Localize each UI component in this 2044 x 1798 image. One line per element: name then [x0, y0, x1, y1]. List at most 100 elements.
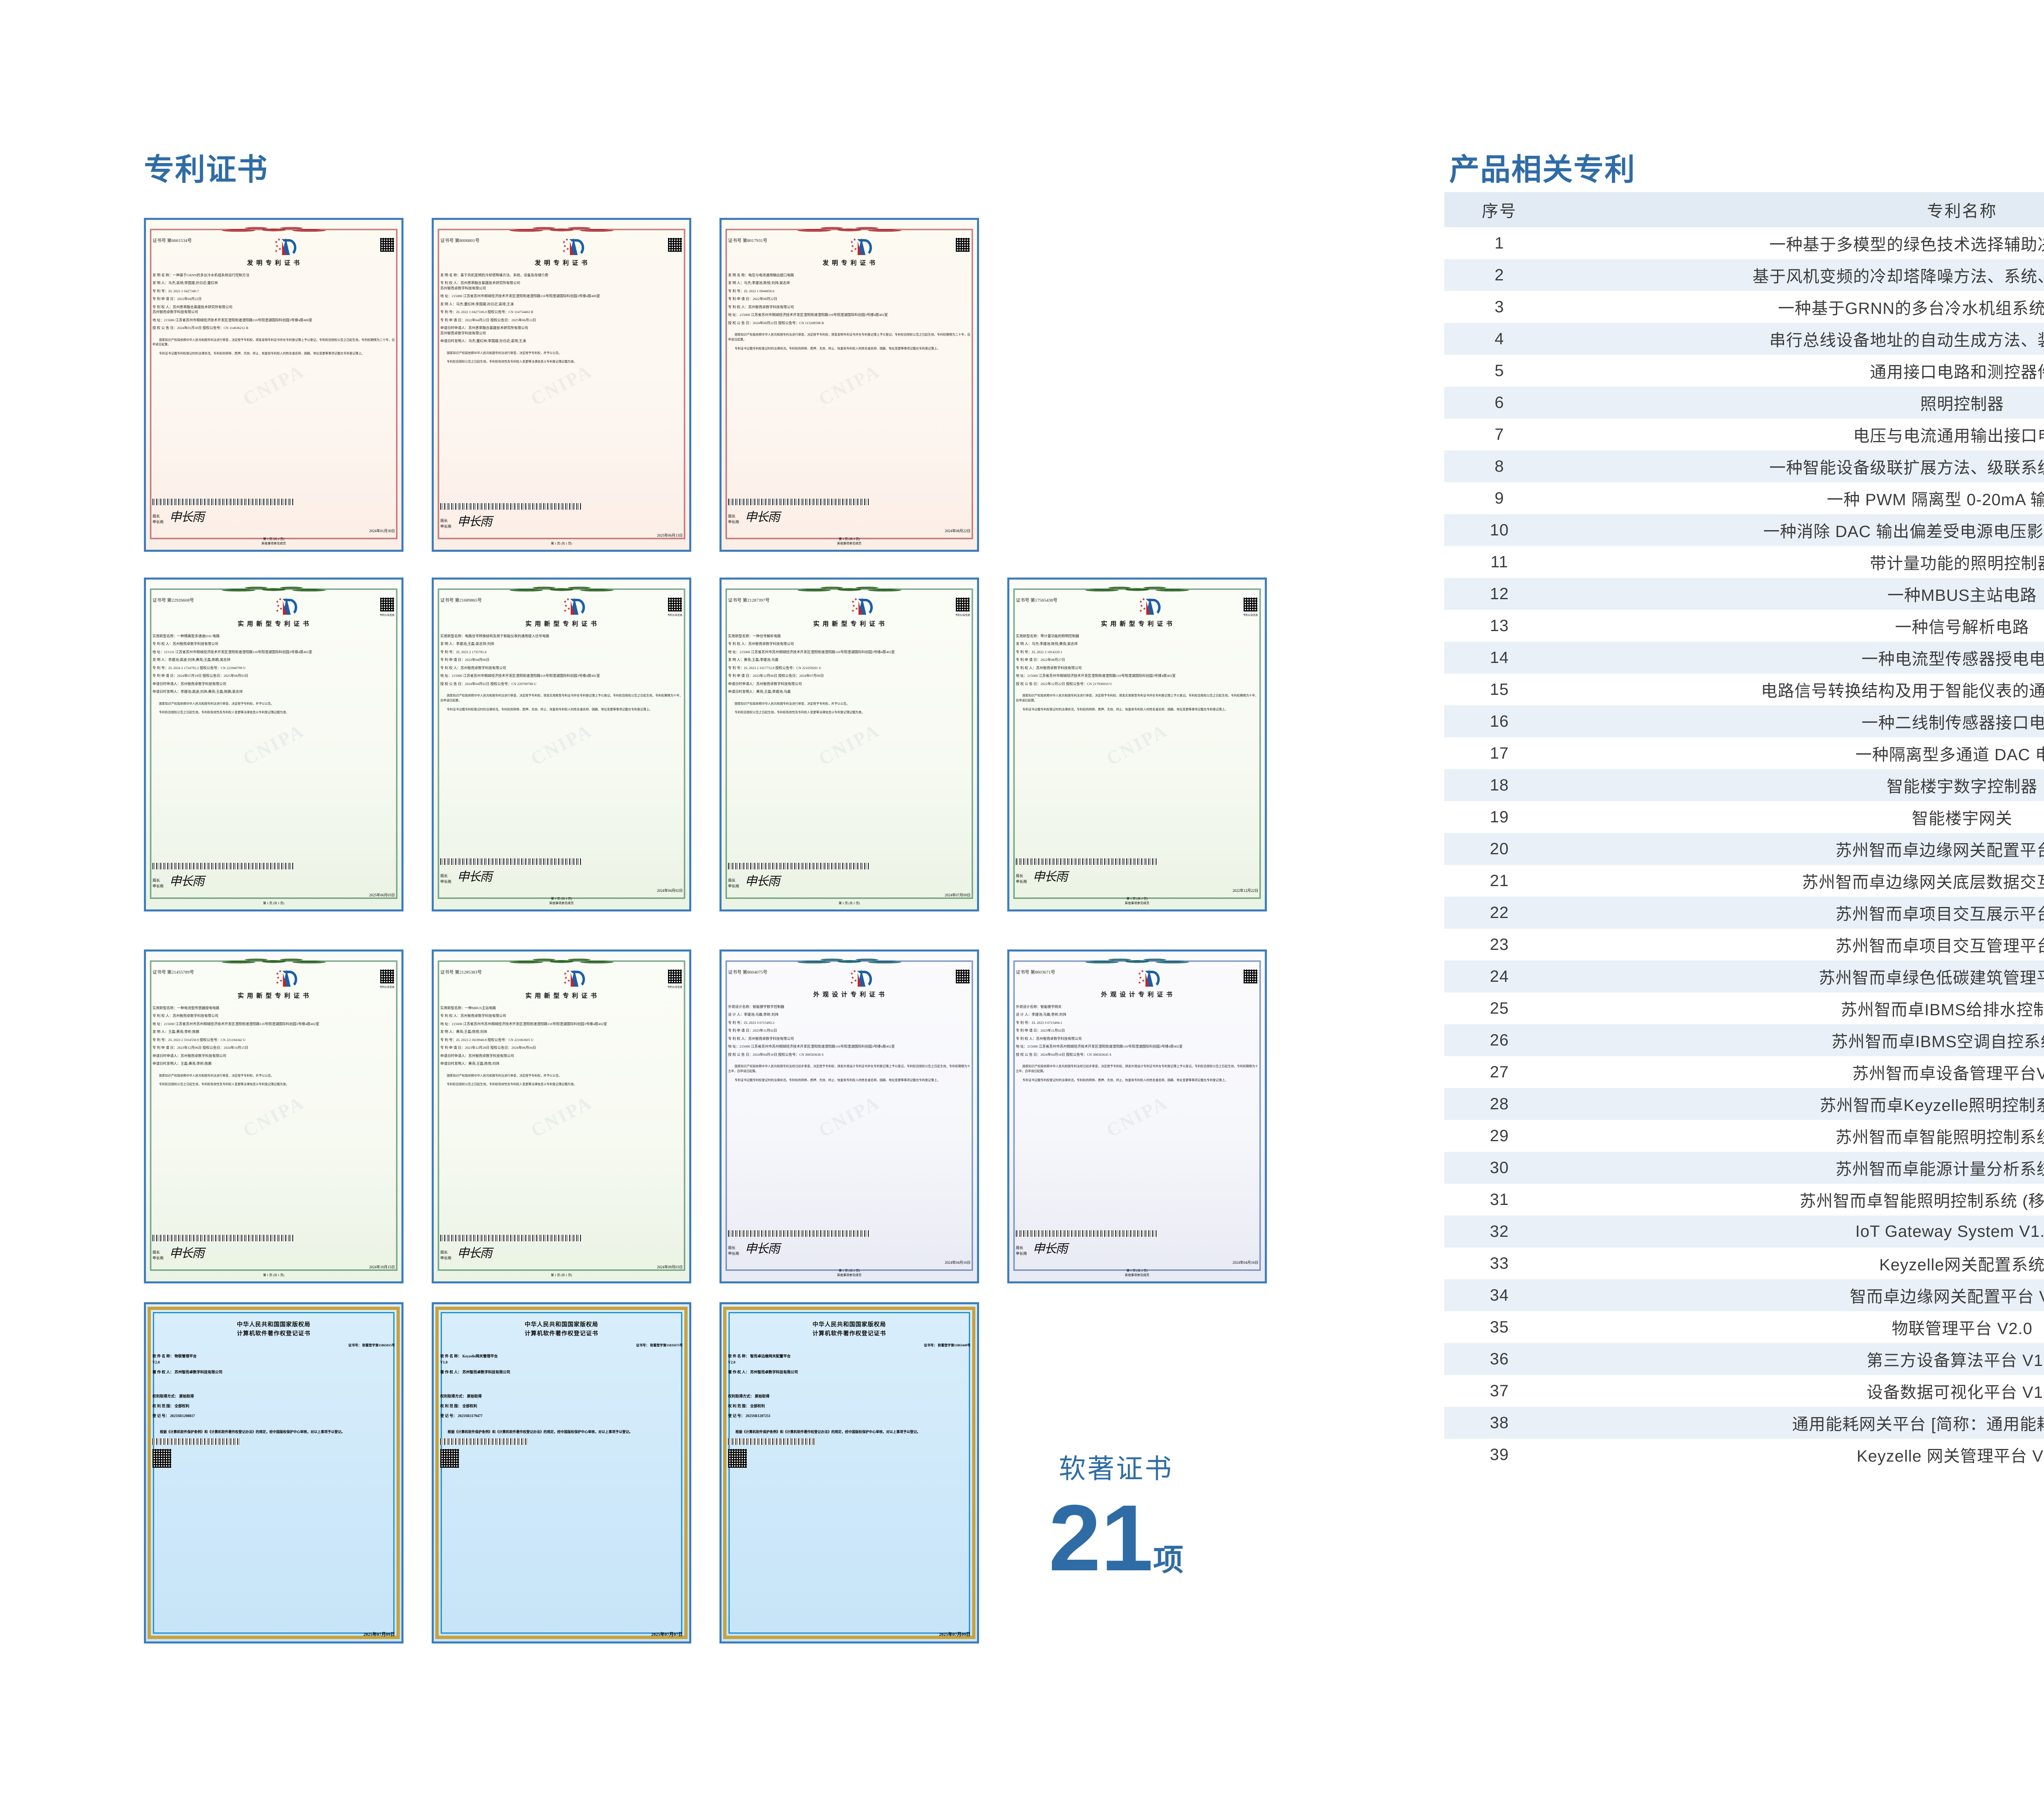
col-header-index: 序号: [1444, 192, 1555, 227]
signature-image: 申长雨: [457, 1247, 492, 1260]
certificate-page-label: 第 1 页 (共 1 页): [838, 901, 860, 905]
certificate-paragraph: 专利证书记载专利权登记时的法律状况。专利权的转移、质押、无效、终止、恢复和专利权…: [1022, 707, 1228, 711]
cell-patent-name: 基于风机变频的冷却塔降噪方法、系统、设备及存储介质: [1753, 268, 2044, 286]
table-head: 序号 专利名称 专利类型: [1444, 192, 2044, 227]
certificate-field: 实用新型名称：一种MBUS主站电路: [440, 1006, 496, 1010]
certificate-date: 2024年08月22日: [944, 529, 970, 533]
certificate-thumbnail[interactable]: CNIPA 证书号 第8604075号 ★ ★ ★ ★ ★ 外 观 设 计 专 利 证…: [719, 949, 979, 1283]
qr-caption: 专利公告信息: [1243, 614, 1258, 617]
certificate-paragraph: 专利权自授权公告之日起生效。专利权有效性及专利权人变更等法律信息以专利登记簿记载…: [447, 360, 577, 364]
cell-patent-name: 苏州智而卓项目交互展示平台V1.0: [1836, 905, 2044, 923]
certificate-page-label: 第 1 页 (共 1 页): [263, 1273, 285, 1277]
signature-image: 申长雨: [169, 875, 204, 888]
certificate-title: 发 明 专 利 证 书: [535, 260, 588, 266]
certificate-field: 发 明 人：王磊;黄亮;李昕;陈鹏: [152, 1030, 199, 1034]
table-row: 23苏州智而卓项目交互管理平台V1.0软著: [1444, 929, 2044, 961]
qr-code-icon: [667, 969, 683, 984]
qr-code-icon: [728, 1449, 747, 1468]
certificate-field: 申请日时发明人：马杰;董红林;李国建;孙日近;袁琦;王涛: [440, 339, 526, 343]
cell-patent-name: 一种消除 DAC 输出偏差受电源电压影响的电路及方法: [1763, 523, 2044, 541]
certificate-field: 专 利 申 请 日：2024年07月19日 授权公告日：2025年06月03日: [152, 674, 249, 678]
certificate-field: 授 权 公 告 日：2024年04月16日 授权公告号：CN 308583645…: [1016, 1052, 1112, 1057]
barcode-icon: [152, 1438, 240, 1445]
certificate-thumbnail[interactable]: CNIPA 证书号 第21689865号 ★ ★ ★ ★ ★ 专利公告信息 实 用 新…: [432, 578, 691, 911]
certificate-field: 地 址：215000 江苏省苏州市相城经济技术开发区澄阳街道澄阳路116号阳澄湖…: [728, 313, 888, 317]
cell-patent-name: 一种 PWM 隔离型 0-20mA 输出电路: [1827, 491, 2044, 509]
cell-patent-index: 39: [1490, 1445, 1509, 1464]
software-copyright-certificate[interactable]: 中华人民共和国国家版权局 计算机软件著作权登记证书 证书号： 软著登字第15865…: [144, 1302, 403, 1644]
table-row: 29苏州智而卓智能照明控制系统V1.0软著: [1444, 1120, 2044, 1152]
stat-unit: 项: [1153, 1543, 1183, 1577]
table-body: 1一种基于多模型的绿色技术选择辅助决策方法和系统发明2基于风机变频的冷却塔降噪方…: [1444, 227, 2044, 1471]
certificate-date: 2022年12月22日: [1232, 889, 1258, 893]
certificate-field: 外观设计名称：智能楼宇数字控制器: [728, 1005, 784, 1009]
certificate-thumbnail[interactable]: CNIPA 证书号 第8006801号 ★ ★ ★ ★ ★ 发 明 专 利 证 书 发…: [432, 218, 691, 552]
certificate-field: 专 利 申 请 日：2023年12月06日 授权公告日：2024年07月09日: [728, 674, 824, 678]
signature-image: 申长雨: [1033, 1242, 1068, 1256]
certificate-paragraph: 专利证书记载专利权登记时的法律状况。专利权的转移、质押、无效、终止、恢复和专利权…: [735, 1078, 940, 1082]
certificate-page-label: 第 1 页 (共 2 页): [1126, 897, 1148, 900]
software-copyright-certificate[interactable]: 中华人民共和国国家版权局 计算机软件著作权登记证书 证书号： 软著登字第15835…: [432, 1302, 691, 1644]
signatory-role: 局长 申长雨: [728, 514, 740, 524]
ornament-icon: [790, 583, 908, 595]
rights-scope: 权 利 范 围： 全部权利: [152, 1404, 190, 1408]
cell-patent-index: 28: [1490, 1095, 1509, 1113]
cell-patent-index: 5: [1495, 361, 1504, 380]
copyright-owner: 著 作 权 人： 苏州智而卓数字科技有限公司: [440, 1370, 511, 1375]
barcode-icon: [728, 1438, 816, 1445]
certificate-thumbnail[interactable]: CNIPA 证书号 第8017931号 ★ ★ ★ ★ ★ 发 明 专 利 证 书 发…: [719, 218, 979, 552]
qr-code-icon: [379, 969, 395, 984]
cell-patent-name: 带计量功能的照明控制器: [1870, 555, 2044, 573]
signatory-role: 局长 申长雨: [728, 878, 740, 888]
certificate-thumbnail[interactable]: CNIPA 证书号 第8603671号 ★ ★ ★ ★ ★ 外 观 设 计 专 利 证…: [1007, 949, 1267, 1283]
certificate-field: 地 址：215131 江苏省苏州市相城经济技术开发区澄阳街道澄阳路116号阳澄湖…: [152, 649, 312, 654]
qr-code-icon: [667, 597, 683, 612]
barcode-icon: [440, 503, 581, 510]
certificate-field: 授 权 公 告 日：2024年08月22日 授权公告号：CN 115208598…: [728, 320, 824, 325]
software-copyright-certificate[interactable]: 中华人民共和国国家版权局 计算机软件著作权登记证书 证书号： 软著登字第15863…: [719, 1302, 979, 1644]
copyright-cert-heading: 中华人民共和国国家版权局 计算机软件著作权登记证书: [524, 1322, 598, 1337]
barcode-icon: [728, 1230, 869, 1237]
certificate-thumbnail[interactable]: CNIPA 证书号 第21285383号 ★ ★ ★ ★ ★ 专利公告信息 实 用 新…: [432, 949, 691, 1283]
certificate-field: 地 址：215000 江苏省苏州市相城经济技术开发区澄阳街道澄阳路116号阳澄湖…: [440, 294, 600, 298]
cell-patent-name: 一种基于多模型的绿色技术选择辅助决策方法和系统: [1769, 236, 2044, 254]
cnipa-logo-icon: ★ ★ ★ ★ ★: [276, 597, 298, 616]
certificate-field: 设 计 人：李建池;马晨;李昕;刘炜: [1016, 1012, 1067, 1017]
ornament-icon: [1078, 955, 1196, 967]
table-row: 24苏州智而卓绿色低碳建筑管理平台V1.0软著: [1444, 961, 2044, 992]
cell-patent-index: 34: [1490, 1286, 1509, 1304]
certificate-thumbnail[interactable]: CNIPA 证书号 第17565438号 ★ ★ ★ ★ ★ 专利公告信息 实 用 新…: [1007, 578, 1267, 911]
certificate-field: 专 利 号：ZL 2024 2 1724792.2 授权公告号：CN 22294…: [152, 665, 246, 670]
certificate-thumbnail[interactable]: CNIPA 证书号 第6661534号 ★ ★ ★ ★ ★ 发 明 专 利 证 书 发…: [144, 218, 403, 552]
table-row: 9一种 PWM 隔离型 0-20mA 输出电路发明: [1444, 482, 2044, 514]
barcode-icon: [1016, 1230, 1156, 1237]
copyright-paragraph: 根据《计算机软件保护条例》和《计算机软件著作权登记办法》的规定，经中国版权保护中…: [160, 1430, 345, 1434]
ornament-icon: [215, 583, 333, 595]
certificate-title: 实 用 新 型 专 利 证 书: [813, 621, 885, 627]
certificate-field: 专 利 权 人：苏州智而卓数字科技有限公司: [152, 642, 219, 646]
cell-patent-name: 苏州智而卓绿色低碳建筑管理平台V1.0: [1819, 969, 2044, 987]
certificate-field: 发 明 人：马杰;袁琦;李国建;孙日近;董红林: [152, 281, 218, 285]
cell-patent-index: 12: [1490, 584, 1509, 603]
cell-patent-index: 17: [1490, 744, 1509, 762]
cell-patent-name: 一种隔离型多通道 DAC 电路: [1855, 746, 2044, 764]
certificate-field: 申请日时发明人：李建池;高波;刘炜;黄亮;王磊;陈鹏;吴志祥: [152, 690, 243, 694]
certificate-paragraph: 国家知识产权局依照中华人民共和国专利法进行审查，决定授予专利权，颁发实用新型专利…: [1016, 694, 1258, 703]
cell-patent-index: 16: [1490, 712, 1509, 730]
certificate-page-label: 第 1 页 (共 2 页): [838, 537, 860, 541]
certificate-thumbnail[interactable]: CNIPA 证书号 第21455789号 ★ ★ ★ ★ ★ 专利公告信息 实 用 新…: [144, 949, 403, 1283]
certificate-thumbnail[interactable]: CNIPA 证书号 第22926608号 ★ ★ ★ ★ ★ 专利公告信息 实 用 新…: [144, 578, 403, 911]
certificate-date: 2025年06月03日: [369, 893, 395, 897]
certificate-date: 2024年04月16日: [944, 1261, 970, 1265]
certificate-thumbnail[interactable]: CNIPA 证书号 第21287397号 ★ ★ ★ ★ ★ 专利公告信息 实 用 新…: [719, 578, 979, 911]
copyright-cert-number: 证书号： 软著登字第15863449号: [924, 1343, 970, 1348]
ornament-icon: [502, 955, 621, 967]
ornament-icon: [215, 223, 333, 235]
copyright-cert-number: 证书号： 软著登字第15835675号: [636, 1343, 683, 1348]
barcode-icon: [440, 1438, 528, 1445]
cell-patent-index: 7: [1495, 425, 1504, 443]
certificate-field: 申请日时发明人：黄亮;王磊;李建池;马晨: [728, 690, 791, 694]
barcode-icon: [152, 1235, 293, 1241]
